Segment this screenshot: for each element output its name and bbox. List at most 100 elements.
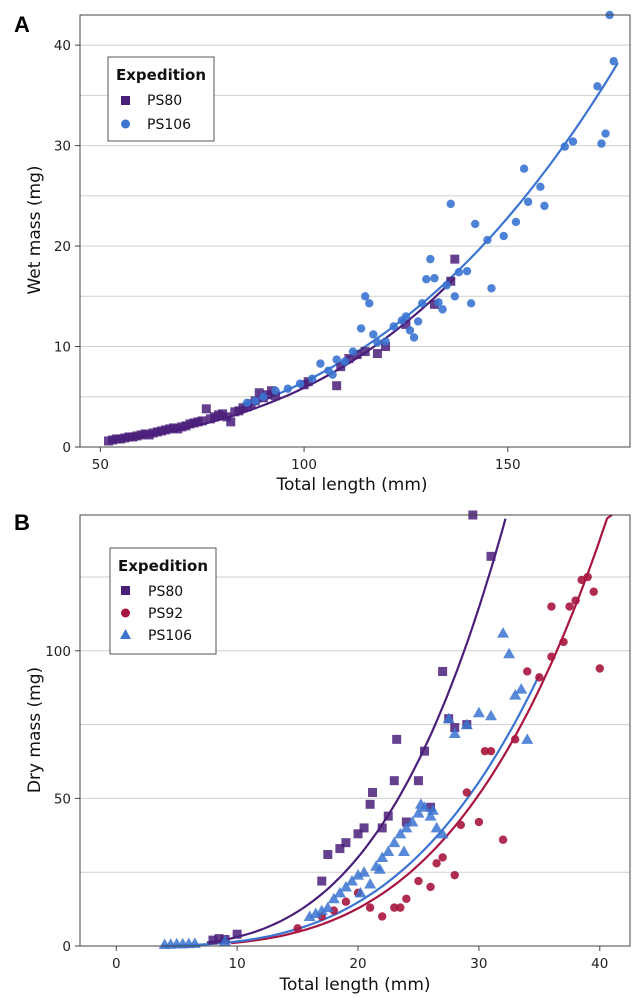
point-ps92: [390, 903, 399, 912]
panel-b-x-axis-label: Total length (mm): [278, 975, 430, 995]
point-ps106: [339, 880, 352, 892]
x-tick-label: 50: [92, 457, 109, 473]
point-ps80: [197, 416, 207, 426]
point-ps106: [422, 275, 431, 284]
point-ps106: [340, 357, 350, 366]
point-ps106: [536, 182, 545, 191]
point-ps106: [442, 712, 455, 724]
point-ps80: [336, 362, 346, 372]
point-ps106: [438, 305, 447, 314]
x-tick-label: 0: [112, 956, 121, 972]
point-ps106: [448, 727, 461, 738]
point-ps106: [401, 312, 411, 321]
y-tick-label: 30: [54, 139, 71, 155]
x-tick-label: 100: [291, 457, 317, 473]
point-ps80: [372, 349, 382, 359]
legend-marker-ps80-b: [121, 586, 130, 595]
point-ps106: [328, 370, 337, 379]
panel-b-letter: B: [14, 510, 30, 535]
point-ps106: [360, 292, 370, 301]
point-ps106: [499, 231, 508, 241]
panel-a-legend-title: Expedition: [116, 66, 206, 84]
point-ps92: [462, 788, 472, 797]
point-ps80: [226, 417, 236, 427]
point-ps80: [222, 412, 232, 422]
point-ps106: [406, 816, 419, 827]
point-ps80: [392, 734, 402, 744]
point-ps106: [426, 804, 439, 815]
point-ps92: [426, 882, 435, 892]
point-ps106: [250, 396, 260, 405]
point-ps80: [446, 276, 456, 286]
point-ps106: [412, 807, 425, 818]
point-ps106: [450, 292, 460, 301]
point-ps106: [373, 863, 386, 874]
point-ps80: [323, 849, 333, 859]
point-ps106: [484, 709, 497, 721]
point-ps80: [486, 551, 496, 561]
legend-label-ps92: PS92: [148, 606, 183, 622]
point-ps92: [523, 667, 532, 676]
point-ps106: [309, 907, 322, 919]
point-ps106: [430, 274, 439, 283]
point-ps80: [232, 929, 242, 939]
point-ps106: [446, 199, 455, 209]
panel-b-legend-title: Expedition: [118, 557, 208, 575]
point-ps106: [424, 810, 437, 821]
point-ps92: [595, 664, 604, 673]
point-ps106: [397, 845, 410, 857]
point-ps80: [368, 787, 378, 797]
panel-b-legend: Expedition PS80 PS92 PS106: [109, 547, 217, 655]
point-ps80: [332, 381, 342, 391]
point-ps92: [293, 924, 302, 933]
point-ps106: [405, 326, 415, 335]
point-ps92: [486, 746, 496, 756]
point-ps106: [487, 284, 496, 293]
point-ps106: [436, 827, 449, 839]
point-ps92: [365, 903, 375, 912]
point-ps92: [589, 587, 598, 596]
legend-marker-ps106-b: [120, 629, 131, 639]
point-ps80: [420, 746, 430, 756]
point-ps80: [214, 934, 224, 944]
point-ps106: [523, 197, 533, 207]
panel-b-y-ticks: 0 50 100: [45, 644, 80, 955]
point-ps106: [483, 235, 492, 245]
point-ps92: [432, 859, 441, 868]
fit-line-ps80: [108, 277, 456, 442]
point-ps80: [359, 823, 369, 833]
x-tick-label: 10: [229, 956, 246, 972]
point-ps92: [498, 835, 508, 844]
y-tick-label: 100: [45, 644, 71, 660]
legend-label-ps80: PS80: [147, 93, 182, 109]
point-ps106: [358, 866, 371, 877]
point-ps106: [295, 379, 305, 388]
fit-line-ps92: [230, 514, 613, 945]
point-ps106: [348, 347, 358, 356]
point-ps80: [352, 350, 362, 360]
point-ps106: [327, 892, 340, 904]
point-ps92: [480, 746, 490, 756]
point-ps106: [442, 281, 451, 290]
panel-b-points: [158, 510, 604, 950]
x-tick-label: 150: [495, 457, 521, 473]
point-ps106: [365, 299, 374, 308]
point-ps106: [271, 386, 280, 395]
point-ps106: [394, 827, 407, 839]
panel-a-letter: A: [14, 12, 30, 37]
point-ps92: [450, 870, 459, 880]
panel-b-fit-lines: [162, 514, 613, 947]
point-ps80: [335, 844, 345, 854]
panel-a: A 50 100 150 0 10 20 30 40 Total length (mm) W…: [14, 10, 631, 495]
point-ps106: [389, 322, 398, 331]
legend-label-ps106-b: PS106: [148, 628, 192, 644]
point-ps106: [388, 836, 401, 848]
fit-line-ps106: [246, 62, 619, 408]
point-ps106: [356, 324, 366, 333]
point-ps106: [400, 821, 413, 833]
point-ps80: [383, 811, 393, 821]
point-ps80: [413, 776, 423, 786]
point-ps106: [242, 398, 252, 407]
panel-b-x-ticks: 0 10 20 30 40: [112, 946, 608, 972]
point-ps106: [283, 384, 292, 393]
